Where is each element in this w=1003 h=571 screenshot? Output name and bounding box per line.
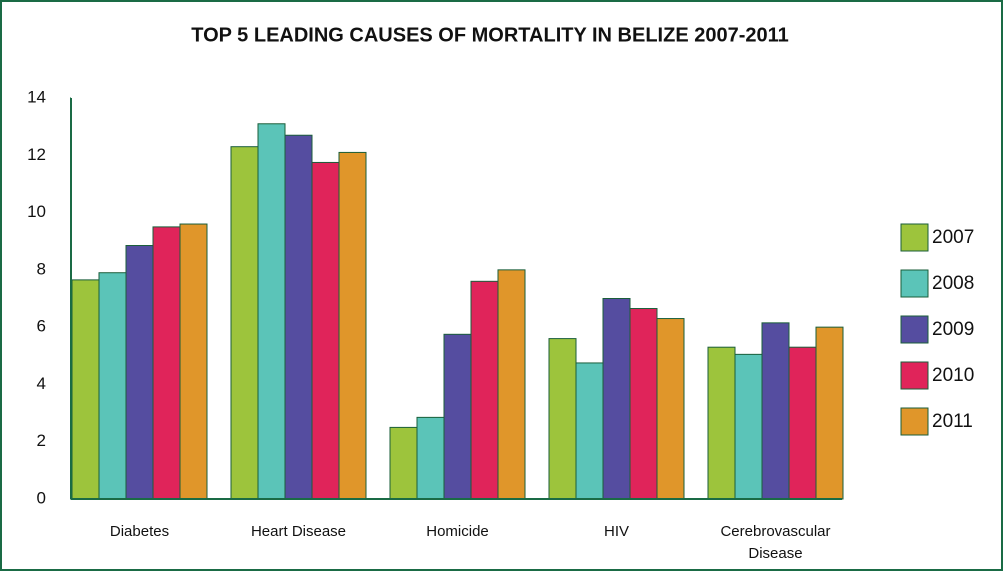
legend-label: 2010 (932, 365, 974, 386)
bar (311, 161, 340, 500)
bar (416, 416, 445, 500)
y-tick-label: 10 (27, 202, 46, 221)
bar (497, 269, 526, 500)
y-tick-label: 12 (27, 145, 46, 164)
bar (338, 151, 367, 500)
bar (761, 322, 790, 500)
bar (230, 146, 259, 500)
bar (389, 426, 418, 500)
chart-title: TOP 5 LEADING CAUSES OF MORTALITY IN BEL… (191, 24, 789, 46)
bar (257, 123, 286, 500)
y-tick-label: 14 (27, 87, 46, 106)
x-tick-label: Diabetes (109, 523, 170, 540)
bar (815, 326, 844, 500)
bar (707, 346, 736, 500)
x-tick-label: Heart Disease (250, 523, 347, 540)
bar (548, 338, 577, 500)
bar (734, 353, 763, 500)
legend-label: 2011 (932, 411, 973, 432)
legend-swatch (900, 315, 929, 344)
bar (443, 333, 472, 500)
bar (98, 272, 127, 500)
legend-swatch (900, 361, 929, 390)
x-tick-label: Cerebrovascular Disease (720, 523, 831, 562)
bar (575, 362, 604, 500)
bar (152, 226, 181, 500)
bar (71, 279, 100, 500)
legend-swatch (900, 269, 929, 298)
bar (125, 245, 154, 500)
legend-swatch (900, 223, 929, 252)
y-tick-label: 0 (37, 488, 46, 507)
bar (602, 298, 631, 500)
bar (629, 308, 658, 500)
y-tick-label: 2 (37, 431, 46, 450)
legend-label: 2008 (932, 273, 974, 294)
bar (788, 346, 817, 500)
bar (179, 223, 208, 500)
x-tick-label: Homicide (426, 523, 489, 540)
legend-label: 2009 (932, 319, 974, 340)
bar (470, 280, 499, 500)
y-tick-label: 4 (37, 374, 46, 393)
bar (656, 318, 685, 500)
legend-label: 2007 (932, 227, 974, 248)
legend-swatch (900, 407, 929, 436)
x-tick-label: HIV (603, 523, 629, 540)
y-tick-label: 8 (37, 259, 46, 278)
y-tick-label: 6 (37, 317, 46, 336)
bar (284, 134, 313, 500)
